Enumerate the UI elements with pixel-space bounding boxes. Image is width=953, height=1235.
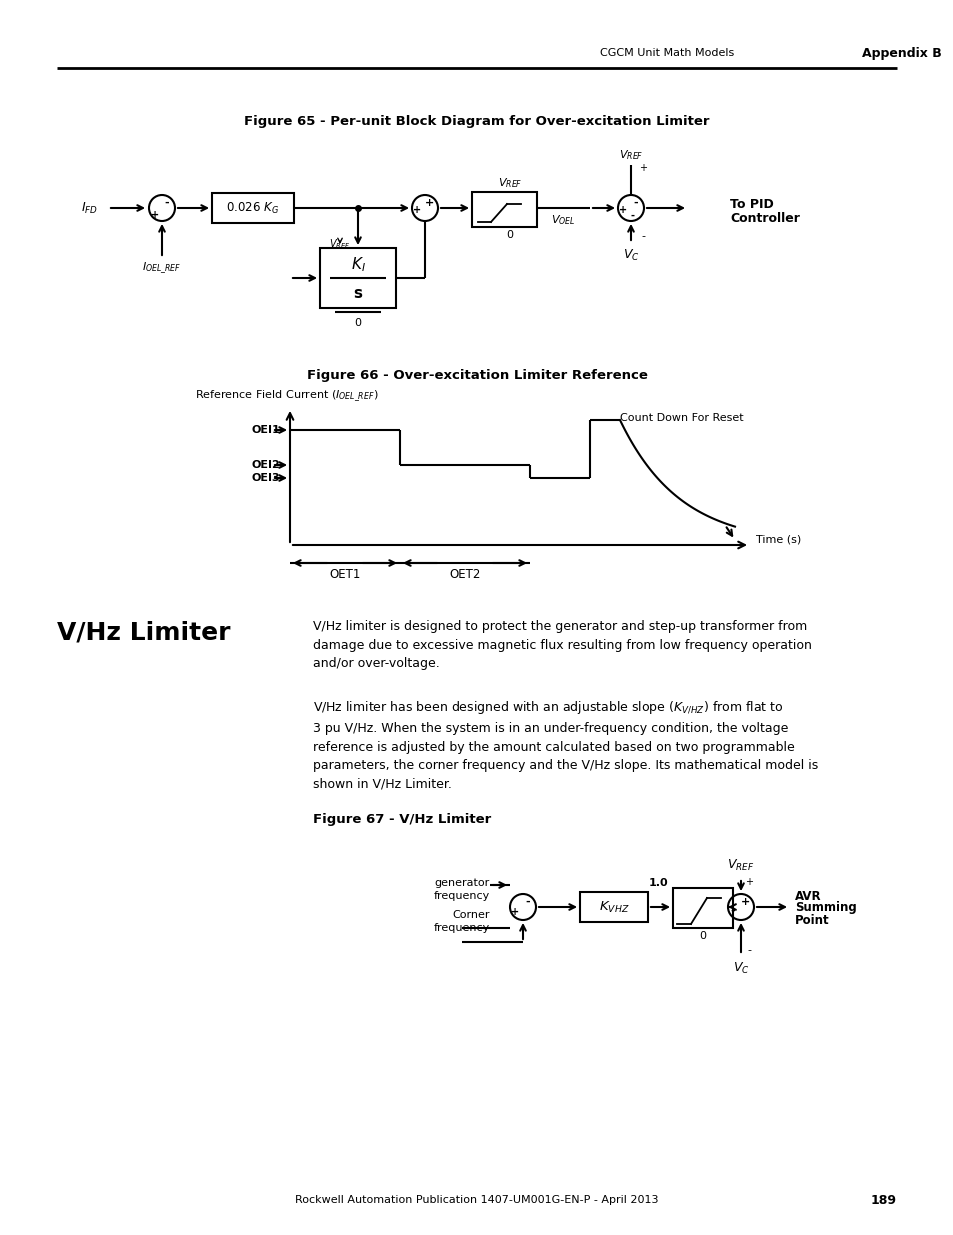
Text: 0: 0 <box>506 230 513 240</box>
Text: +: + <box>740 897 750 906</box>
Text: -: - <box>165 198 169 207</box>
Text: 0: 0 <box>699 931 706 941</box>
Text: +: + <box>425 198 435 207</box>
Text: V/Hz limiter has been designed with an adjustable slope ($K_{V/HZ}$) from flat t: V/Hz limiter has been designed with an a… <box>313 700 818 790</box>
Text: $I_{FD}$: $I_{FD}$ <box>81 200 98 216</box>
Text: -: - <box>730 906 735 916</box>
Text: $V_{REF}$: $V_{REF}$ <box>726 857 754 873</box>
Bar <box>472 191 537 227</box>
Text: Count Down For Reset: Count Down For Reset <box>619 412 742 424</box>
Text: V/Hz limiter is designed to protect the generator and step-up transformer from
d: V/Hz limiter is designed to protect the … <box>313 620 811 671</box>
Text: $V_{OEL}$: $V_{OEL}$ <box>550 214 575 227</box>
Text: OET1: OET1 <box>329 568 360 580</box>
Text: Point: Point <box>794 914 829 926</box>
Text: +: + <box>413 205 420 215</box>
Bar <box>212 193 294 224</box>
Text: $I_{OEL\_REF}$: $I_{OEL\_REF}$ <box>142 261 181 275</box>
Text: +: + <box>618 205 626 215</box>
Text: $K_I$: $K_I$ <box>350 256 365 274</box>
Text: Corner
frequency: Corner frequency <box>434 910 490 934</box>
Bar <box>672 888 732 927</box>
Text: -: - <box>746 945 750 955</box>
Text: 1.0: 1.0 <box>648 878 667 888</box>
Text: 0: 0 <box>355 317 361 329</box>
Text: Figure 65 - Per-unit Block Diagram for Over-excitation Limiter: Figure 65 - Per-unit Block Diagram for O… <box>244 116 709 128</box>
Text: OEI3: OEI3 <box>251 473 280 483</box>
Text: OET2: OET2 <box>449 568 480 580</box>
Text: +: + <box>511 906 518 918</box>
Text: OEI2: OEI2 <box>251 459 280 471</box>
Text: Appendix B: Appendix B <box>862 47 941 59</box>
Text: $V_{REF}$: $V_{REF}$ <box>497 177 521 190</box>
Text: $V_C$: $V_C$ <box>732 961 748 976</box>
Text: $K_{VHZ}$: $K_{VHZ}$ <box>598 899 629 915</box>
Text: +: + <box>744 877 752 887</box>
Text: -: - <box>633 198 638 207</box>
Text: generator
frequency: generator frequency <box>434 878 490 902</box>
Text: AVR: AVR <box>794 889 821 903</box>
Text: 189: 189 <box>870 1193 896 1207</box>
Text: Figure 66 - Over-excitation Limiter Reference: Figure 66 - Over-excitation Limiter Refe… <box>306 369 647 383</box>
Text: $0.026\ K_G$: $0.026\ K_G$ <box>226 200 279 216</box>
Text: $V_C$: $V_C$ <box>622 247 639 263</box>
Bar <box>579 892 647 923</box>
Text: -: - <box>630 211 635 221</box>
Text: Time (s): Time (s) <box>755 535 801 545</box>
Text: CGCM Unit Math Models: CGCM Unit Math Models <box>599 48 734 58</box>
Text: V/Hz Limiter: V/Hz Limiter <box>57 620 231 643</box>
Text: Reference Field Current ($I_{OEL\_REF}$): Reference Field Current ($I_{OEL\_REF}$) <box>194 388 378 404</box>
Bar <box>319 248 395 308</box>
Text: Figure 67 - V/Hz Limiter: Figure 67 - V/Hz Limiter <box>313 814 491 826</box>
Text: To PID: To PID <box>729 198 773 210</box>
Text: $V_{REF}$: $V_{REF}$ <box>329 237 351 251</box>
Text: $V_{REF}$: $V_{REF}$ <box>618 148 642 162</box>
Text: +: + <box>639 163 646 173</box>
Text: s: s <box>354 285 362 300</box>
Text: -: - <box>640 231 644 241</box>
Text: Rockwell Automation Publication 1407-UM001G-EN-P - April 2013: Rockwell Automation Publication 1407-UM0… <box>294 1195 659 1205</box>
Text: +: + <box>151 210 159 220</box>
Text: -: - <box>525 897 530 906</box>
Text: Controller: Controller <box>729 211 799 225</box>
Text: Summing: Summing <box>794 902 856 914</box>
Text: OEI1: OEI1 <box>251 425 280 435</box>
